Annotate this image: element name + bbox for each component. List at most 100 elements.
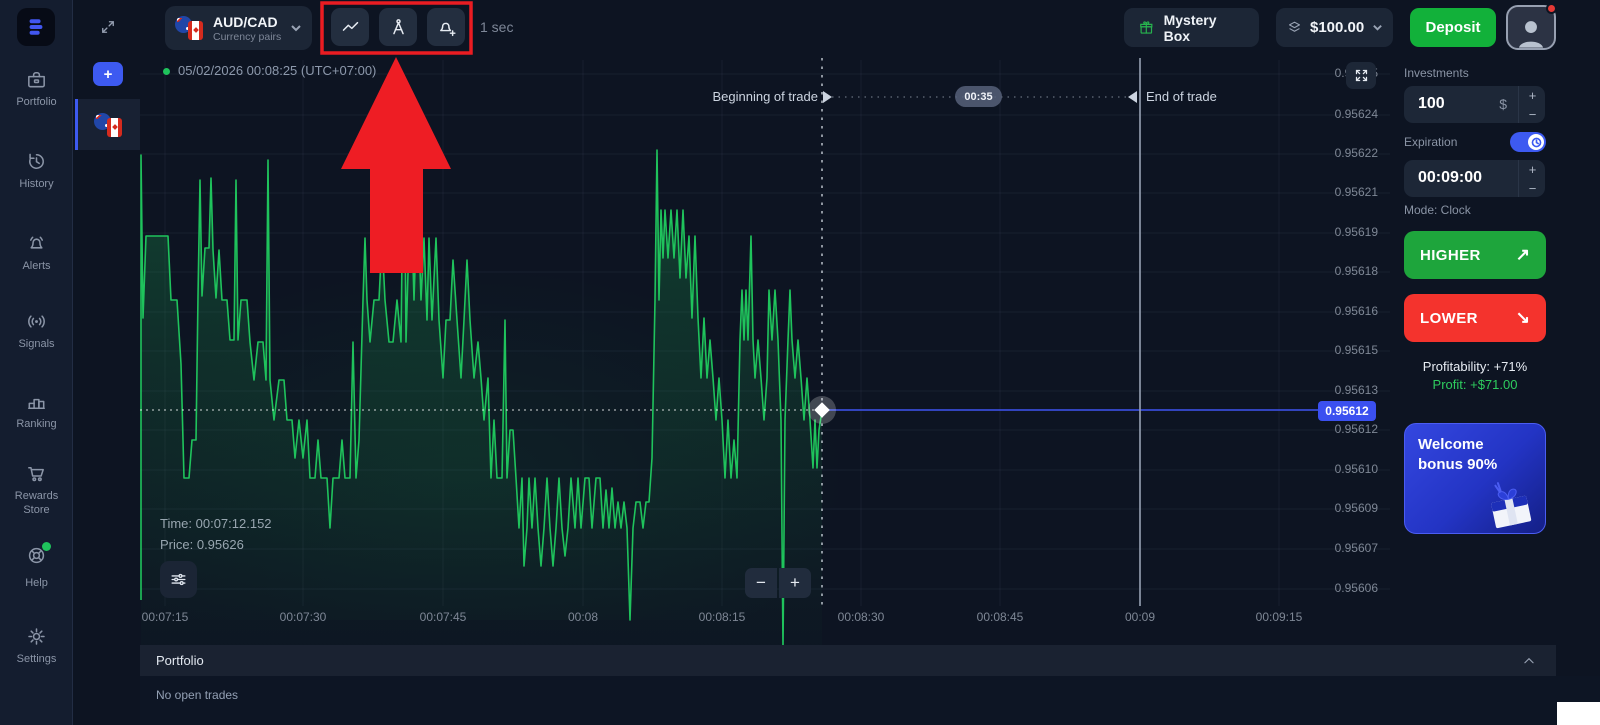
gift-icon [1140, 21, 1153, 34]
sidebar-item-alerts[interactable]: Alerts [0, 232, 73, 274]
price-axis-label: 0.95610 [1334, 462, 1378, 476]
expiration-mode-toggle[interactable] [1510, 132, 1546, 152]
time-axis-label: 00:07:45 [419, 610, 467, 624]
cad-flag [188, 21, 203, 40]
price-axis-label: 0.95609 [1334, 501, 1378, 515]
bell-icon [29, 236, 44, 249]
higher-label: HIGHER [1420, 246, 1481, 264]
time-axis-label: 00:08 [567, 610, 599, 624]
sidebar-item-label: Signals [18, 338, 55, 350]
sidebar-item-history[interactable]: History [0, 150, 73, 192]
briefcase-icon [28, 72, 45, 88]
higher-button[interactable]: HIGHER ↗ [1404, 231, 1546, 279]
sidebar-item-portfolio[interactable]: Portfolio [0, 68, 73, 110]
sidebar: Portfolio History Alerts Signals [0, 0, 73, 725]
beginning-of-trade-label: Beginning of trade [712, 89, 818, 104]
zoom-in-button[interactable]: + [779, 568, 811, 598]
price-axis-label: 0.95621 [1334, 185, 1378, 199]
crosshair-price-readout: Price: 0.95626 [160, 537, 244, 552]
mystery-box-button[interactable]: Mystery Box [1124, 8, 1259, 47]
clock-icon [1531, 137, 1541, 147]
price-axis-label: 0.95615 [1334, 343, 1378, 357]
time-axis-label: 00:09 [1124, 610, 1156, 624]
price-axis-label: 0.95618 [1334, 264, 1378, 278]
expand-diagonal-icon [102, 21, 114, 33]
zoom-out-button[interactable]: − [745, 568, 777, 598]
balance-amount: $100.00 [1310, 19, 1365, 36]
chevron-up-icon[interactable] [1522, 654, 1536, 668]
deposit-button[interactable]: Deposit [1410, 8, 1496, 47]
collapse-panel-button[interactable] [94, 13, 122, 41]
sidebar-item-label: Settings [16, 653, 57, 665]
sidebar-item-settings[interactable]: Settings [0, 625, 73, 667]
asset-selector-text: AUD/CAD Currency pairs [213, 14, 282, 43]
chevron-down-icon [291, 25, 301, 32]
asset-category-label: Currency pairs [213, 30, 282, 43]
price-axis-label: 0.95619 [1334, 225, 1378, 239]
sidebar-item-ranking[interactable]: Ranking [0, 390, 73, 432]
fullscreen-chart-button[interactable] [1346, 62, 1376, 89]
sidebar-item-rewards-store[interactable]: Rewards Store [0, 462, 73, 518]
person-icon [1518, 21, 1544, 48]
profitability-text: Profitability: +71% [1422, 359, 1528, 374]
sidebar-item-label: Help [25, 577, 48, 589]
chart-settings-button[interactable] [160, 561, 197, 598]
chart-type-button[interactable] [331, 8, 369, 46]
price-axis-label: 0.95624 [1334, 107, 1378, 121]
sidebar-item-label: Rewards Store [14, 490, 59, 516]
price-axis-label: 0.95613 [1334, 383, 1378, 397]
portfolio-title: Portfolio [156, 653, 204, 668]
mystery-box-label: Mystery Box [1163, 11, 1217, 44]
session-datetime: 05/02/2026 00:08:25 (UTC+07:00) [178, 63, 377, 78]
cad-flag [107, 117, 122, 137]
arrow-up-right-icon: ↗ [1515, 245, 1530, 264]
help-online-dot [42, 542, 51, 551]
asset-tab-audcad[interactable] [75, 99, 140, 150]
price-alert-button[interactable] [427, 8, 465, 46]
time-axis-label: 00:08:45 [976, 610, 1024, 624]
giftbox-illustration [1491, 482, 1532, 529]
portfolio-section-header[interactable]: Portfolio [140, 645, 1556, 676]
notification-dot [1546, 3, 1557, 14]
layers-icon [1288, 21, 1301, 32]
investment-stepper: + − [1518, 86, 1545, 123]
account-balance-selector[interactable]: $100.00 [1276, 8, 1393, 47]
app-logo[interactable] [17, 8, 55, 46]
sliders-icon [171, 573, 186, 586]
current-price-tag: 0.95612 [1318, 401, 1376, 421]
line-chart-icon [342, 21, 358, 31]
time-axis-label: 00:08:30 [837, 610, 885, 624]
sidebar-item-signals[interactable]: Signals [0, 310, 73, 352]
increase-expiration-button[interactable]: + [1528, 161, 1537, 177]
drawing-tools-button[interactable] [379, 8, 417, 46]
history-icon [29, 153, 44, 169]
increase-investment-button[interactable]: + [1528, 87, 1537, 103]
asset-pair-label: AUD/CAD [213, 13, 278, 30]
chevron-down-icon [1373, 25, 1382, 31]
asset-selector[interactable]: AUD/CAD Currency pairs [165, 6, 312, 50]
expiration-value: 00:09:00 [1418, 169, 1483, 186]
no-open-trades-message: No open trades [156, 688, 239, 702]
sidebar-item-label: Alerts [22, 260, 51, 272]
arrow-down-right-icon: ↘ [1515, 308, 1530, 327]
add-asset-button[interactable]: + [93, 62, 123, 86]
decrease-investment-button[interactable]: − [1528, 106, 1537, 122]
sidebar-item-label: Ranking [16, 418, 57, 430]
end-of-trade-label: End of trade [1146, 89, 1217, 104]
decrease-expiration-button[interactable]: − [1528, 180, 1537, 196]
crosshair-time-readout: Time: 00:07:12.152 [160, 516, 272, 531]
sidebar-item-help[interactable]: Help [0, 542, 73, 591]
expiration-time-input[interactable]: 00:09:00 + − [1404, 160, 1545, 197]
welcome-bonus-banner[interactable]: Welcome bonus 90% [1404, 423, 1546, 534]
currency-symbol: $ [1499, 96, 1507, 112]
compass-icon [392, 18, 404, 34]
lower-button[interactable]: LOWER ↘ [1404, 294, 1546, 342]
expiration-mode-label: Mode: Clock [1404, 203, 1471, 217]
bell-plus-icon [439, 22, 456, 36]
lower-label: LOWER [1420, 309, 1478, 327]
support-chat-button[interactable] [1557, 702, 1600, 725]
price-axis-label: 0.95616 [1334, 304, 1378, 318]
investment-amount-input[interactable]: 100 $ + − [1404, 86, 1545, 123]
lifebuoy-icon [28, 547, 45, 564]
